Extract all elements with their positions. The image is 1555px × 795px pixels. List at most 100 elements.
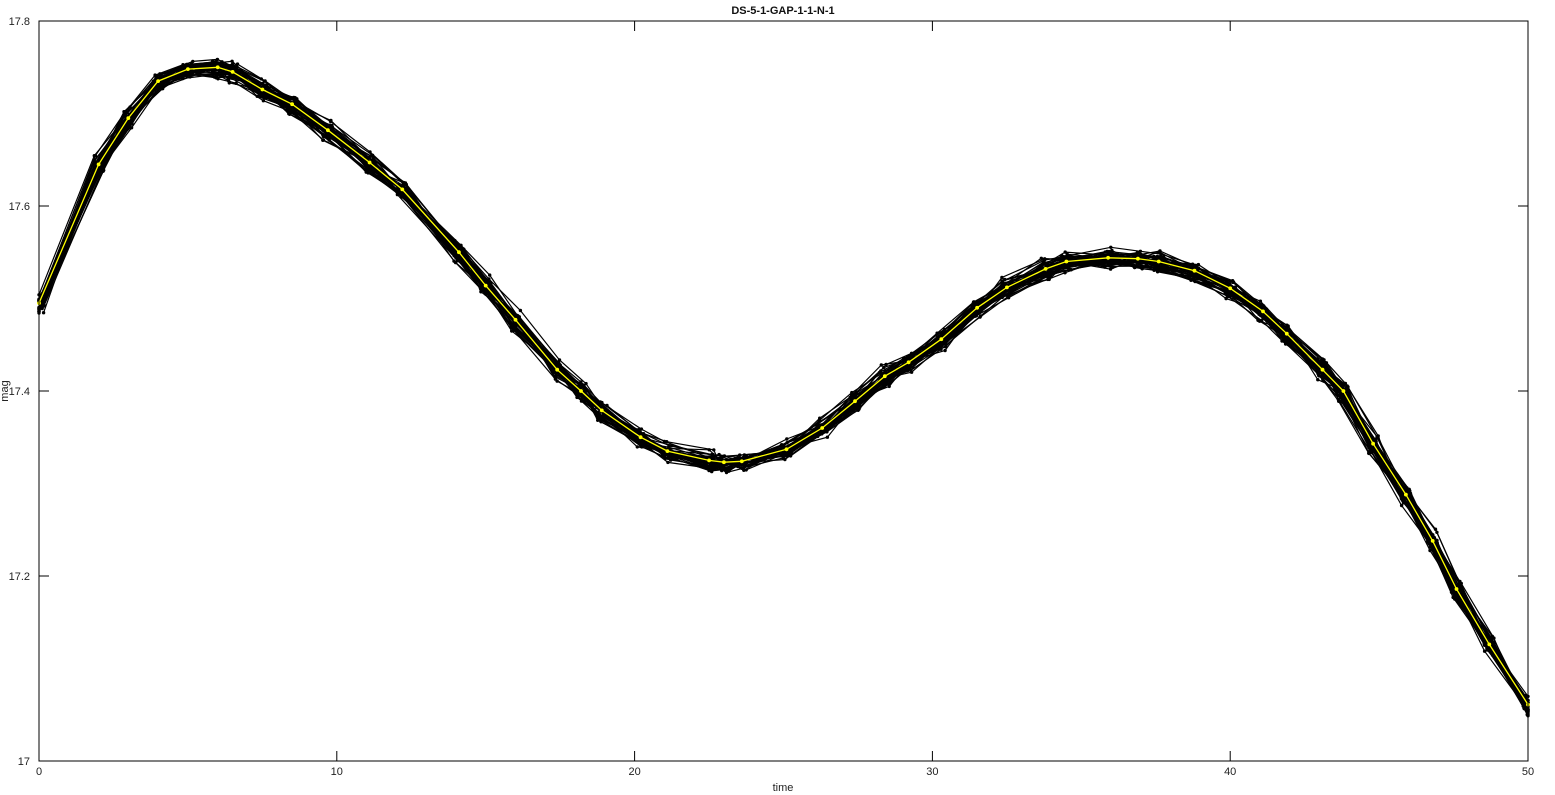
ensemble-line [40, 65, 1526, 698]
ensemble-point [1155, 263, 1160, 267]
ensemble-point [1063, 250, 1067, 254]
ensemble-point [553, 377, 558, 381]
ensemble-point [292, 98, 296, 102]
ensemble-point [229, 65, 233, 69]
ensemble-point [582, 383, 586, 388]
ensemble-line [38, 73, 1529, 712]
ensemble-line [38, 60, 1529, 704]
ensemble-point [943, 348, 947, 353]
ensemble-point [818, 416, 822, 420]
mean-series-point [513, 317, 518, 322]
ensemble-point [1006, 295, 1010, 299]
ensemble-point [102, 168, 106, 172]
mean-series-point [1454, 587, 1459, 591]
ensemble-point [703, 461, 707, 466]
ensemble-point [1046, 277, 1050, 282]
ensemble-point [783, 457, 787, 462]
x-tick-label: 0 [36, 766, 42, 778]
ensemble-point [1133, 265, 1137, 270]
ensemble-line [38, 69, 1529, 710]
ensemble-point [856, 408, 860, 412]
ensemble-point [1042, 262, 1047, 266]
ensemble-point [211, 61, 215, 66]
ensemble-point [1000, 275, 1004, 280]
ensemble-point [263, 84, 267, 88]
ensemble-point [1230, 279, 1235, 283]
ensemble-point [122, 113, 126, 118]
ensemble-point [461, 247, 465, 251]
ensemble-point [255, 94, 259, 99]
ensemble-line [41, 69, 1529, 712]
ensemble-point [712, 448, 716, 452]
ensemble-line [38, 67, 1529, 701]
mean-series-point [96, 162, 101, 167]
mean-series-point [599, 408, 604, 413]
ensemble-point [181, 62, 185, 67]
ensemble-point [1451, 595, 1455, 600]
ensemble-point [485, 288, 490, 293]
mean-series-point [853, 399, 857, 404]
ensemble-point [884, 380, 888, 384]
ensemble-point [1226, 294, 1230, 299]
ensemble-point [1000, 279, 1005, 284]
ensemble-line [38, 71, 1529, 715]
mean-series-point [1404, 492, 1408, 497]
ensemble-point [488, 281, 493, 285]
ensemble-line [38, 66, 1527, 708]
mean-series-point [906, 360, 911, 365]
ensemble-point [452, 259, 456, 263]
ensemble-point [605, 403, 609, 408]
ensemble-point [821, 429, 826, 433]
ensemble-line [38, 66, 1528, 711]
y-tick-label: 17.4 [9, 386, 30, 398]
ensemble-point [1010, 289, 1014, 293]
ensemble-point [92, 154, 97, 158]
mean-series-point [1064, 259, 1069, 264]
ensemble-point [975, 310, 979, 314]
ensemble-point [1000, 285, 1004, 289]
ensemble-point [780, 443, 784, 447]
ensemble-point [1158, 249, 1162, 253]
ensemble-point [638, 442, 642, 446]
ensemble-point [517, 315, 521, 319]
ensemble-point [817, 420, 821, 424]
ensemble-line [38, 63, 1524, 707]
ensemble-line [38, 63, 1525, 705]
ensemble-point [1194, 265, 1198, 269]
ensemble-line [41, 58, 1526, 696]
x-tick-label: 40 [1224, 766, 1236, 778]
ensemble-point [153, 73, 157, 77]
ensemble-point [635, 430, 639, 434]
mean-series-point [215, 65, 220, 70]
ensemble-point [785, 437, 789, 441]
ensemble-point [291, 110, 295, 115]
ensemble-point [720, 455, 725, 459]
ensemble-point [1102, 265, 1107, 269]
ensemble-point [1132, 259, 1136, 264]
ensemble-point [596, 418, 600, 422]
ensemble-point [1451, 586, 1455, 591]
ensemble-point [1138, 249, 1143, 253]
ensemble-point [1368, 449, 1372, 453]
ensemble-point [902, 369, 906, 373]
ensemble-lines [37, 57, 1530, 718]
ensemble-point [888, 382, 892, 386]
ensemble-point [1458, 582, 1462, 587]
ensemble-point [1109, 245, 1113, 249]
ensemble-line [43, 67, 1529, 714]
ensemble-line [38, 61, 1528, 702]
ensemble-point [155, 76, 159, 80]
ensemble-point [1133, 253, 1137, 258]
ensemble-point [41, 311, 46, 315]
ensemble-point [230, 76, 234, 80]
ensemble-point [1376, 436, 1380, 440]
mean-series-point [1341, 389, 1346, 393]
ensemble-point [1110, 260, 1115, 264]
ensemble-point [255, 82, 260, 86]
mean-series-point [975, 305, 979, 310]
ensemble-point [215, 57, 220, 62]
ensemble-line [38, 61, 1529, 704]
ensemble-point [369, 169, 373, 173]
ensemble-point [1064, 265, 1069, 269]
